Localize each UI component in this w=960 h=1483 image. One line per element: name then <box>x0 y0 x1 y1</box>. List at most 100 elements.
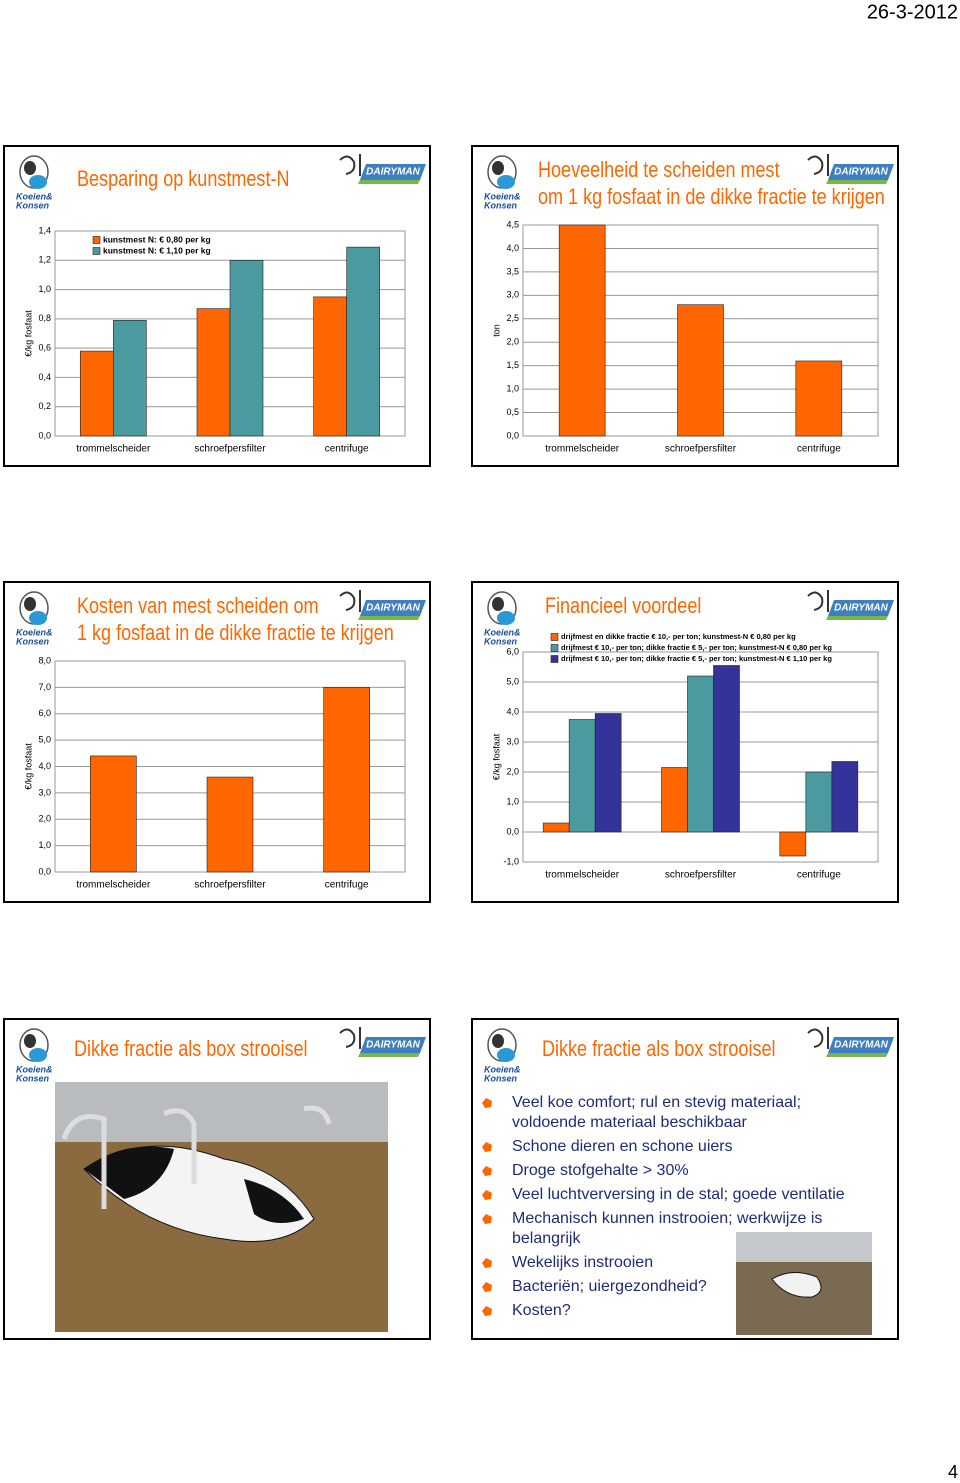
y-tick-label: 7,0 <box>38 682 51 692</box>
y-tick-label: 4,0 <box>506 706 519 716</box>
bar <box>568 719 596 833</box>
bullet-icon <box>482 1214 492 1224</box>
logo-text: Koeien& <box>484 627 521 637</box>
y-tick-label: 3,0 <box>506 290 519 300</box>
bullet-icon <box>482 1142 492 1152</box>
logo-text: Koeien& <box>484 1064 521 1074</box>
bar <box>113 320 147 437</box>
legend-label: drijfmest € 10,- per ton; dikke fractie … <box>561 654 832 663</box>
x-tick-label: centrifuge <box>797 444 841 455</box>
bar <box>206 776 254 873</box>
slide-title: Dikke fractie als box strooisel <box>74 1037 308 1061</box>
y-tick-label: 2,0 <box>38 814 51 824</box>
bullet-text: Kosten? <box>512 1302 571 1319</box>
legend-swatch <box>550 655 559 663</box>
y-tick-label: -1,0 <box>503 856 519 866</box>
y-tick-label: 0,8 <box>38 313 51 323</box>
bullet-text: Schone dieren en schone uiers <box>512 1138 733 1155</box>
logo-text: DAIRYMAN <box>366 603 420 614</box>
y-tick-label: 3,0 <box>38 787 51 797</box>
logo-text: Konsen <box>484 200 518 210</box>
logo-badge <box>497 175 515 189</box>
logo-band-green <box>358 180 420 184</box>
logo-band-green <box>826 616 888 620</box>
photo-stall <box>736 1232 872 1262</box>
logo-band <box>360 1037 426 1053</box>
logo-patch <box>24 161 36 175</box>
y-axis-label: €/kg fosfaat <box>23 310 33 357</box>
title-line: Besparing op kunstmest-N <box>77 167 289 191</box>
bullet-text: Veel koe comfort; rul en stevig materiaa… <box>512 1094 801 1111</box>
logo-text: DAIRYMAN <box>834 167 888 178</box>
logo-patch <box>24 597 36 611</box>
y-tick-label: 4,0 <box>506 243 519 253</box>
bullet-icon <box>482 1098 492 1108</box>
slide-title: Besparing op kunstmest-N <box>77 167 289 191</box>
bullet-text: Bacteriën; uiergezondheid? <box>512 1278 707 1295</box>
logo-band <box>360 164 426 180</box>
y-tick-label: 5,0 <box>506 676 519 686</box>
y-tick-label: 2,5 <box>506 313 519 323</box>
y-axis-label: ton <box>491 324 501 337</box>
legend-label: drijfmest € 10,- per ton; dikke fractie … <box>561 643 832 652</box>
bullet-icon <box>482 1282 492 1292</box>
y-tick-label: 0,0 <box>506 826 519 836</box>
bar <box>90 755 137 873</box>
bullet-text: voldoende materiaal beschikbaar <box>512 1114 747 1131</box>
y-tick-label: 3,5 <box>506 266 519 276</box>
logo-band-green <box>826 1053 888 1057</box>
slide-title: Hoeveelheid te scheiden mest <box>538 158 780 182</box>
logo-band <box>828 164 894 180</box>
legend-label: kunstmest N: € 0,80 per kg <box>103 234 211 244</box>
logo-swirl <box>807 154 829 176</box>
logo-text: DAIRYMAN <box>834 1040 888 1051</box>
logo-badge <box>29 1048 47 1062</box>
logo-swirl <box>807 590 829 612</box>
y-tick-label: 1,5 <box>506 360 519 370</box>
logo-text: Koeien& <box>16 627 53 637</box>
y-tick-label: 2,0 <box>506 766 519 776</box>
logo-text: Koeien& <box>16 191 53 201</box>
y-tick-label: 0,0 <box>506 430 519 440</box>
logo-band-green <box>358 1053 420 1057</box>
bullet-text: Mechanisch kunnen instrooien; werkwijze … <box>512 1210 822 1227</box>
slide: Koeien&Konsen DAIRYMAN Besparing op kunstm… <box>3 145 431 467</box>
title-line: 1 kg fosfaat in de dikke fractie te krij… <box>77 621 394 645</box>
y-tick-label: 0,0 <box>38 866 51 876</box>
legend-label: drijfmest en dikke fractie € 10,- per to… <box>561 632 796 641</box>
bar <box>805 771 833 833</box>
bullet-icon <box>482 1166 492 1176</box>
bar <box>558 224 606 437</box>
y-tick-label: 1,0 <box>38 840 51 850</box>
logo-text: Konsen <box>16 1073 50 1083</box>
slide: Koeien&Konsen DAIRYMAN Financieel voordeel… <box>471 581 899 903</box>
bullet-text: belangrijk <box>512 1230 581 1247</box>
title-line: Hoeveelheid te scheiden mest <box>538 158 780 182</box>
x-tick-label: trommelscheider <box>545 444 620 455</box>
title-line: Dikke fractie als box strooisel <box>542 1037 776 1061</box>
bar <box>323 687 370 873</box>
y-tick-label: 0,4 <box>38 372 51 382</box>
date: 26-3-2012 <box>867 1 958 23</box>
slide: Koeien&Konsen DAIRYMAN Dikke fractie als b… <box>3 1018 431 1340</box>
legend-swatch <box>92 236 101 244</box>
slide: Koeien&Konsen DAIRYMAN Hoeveelheid te sche… <box>471 145 899 467</box>
photo-stall <box>55 1082 388 1142</box>
logo-swirl <box>807 1027 829 1049</box>
y-tick-label: 8,0 <box>38 655 51 665</box>
slide-title: Financieel voordeel <box>545 594 701 618</box>
logo-patch <box>492 161 504 175</box>
y-tick-label: 0,2 <box>38 401 51 411</box>
y-tick-label: 3,0 <box>506 736 519 746</box>
x-tick-label: trommelscheider <box>76 444 151 455</box>
legend-swatch <box>550 644 559 652</box>
bullet-text: Droge stofgehalte > 30% <box>512 1162 689 1179</box>
x-tick-label: trommelscheider <box>545 870 620 881</box>
logo-text: Konsen <box>16 636 50 646</box>
logo-text: Koeien& <box>16 1064 53 1074</box>
bar <box>779 831 807 857</box>
y-tick-label: 1,0 <box>38 284 51 294</box>
legend-label: kunstmest N: € 1,10 per kg <box>103 245 211 255</box>
y-axis-label: €/kg fosfaat <box>491 733 501 780</box>
